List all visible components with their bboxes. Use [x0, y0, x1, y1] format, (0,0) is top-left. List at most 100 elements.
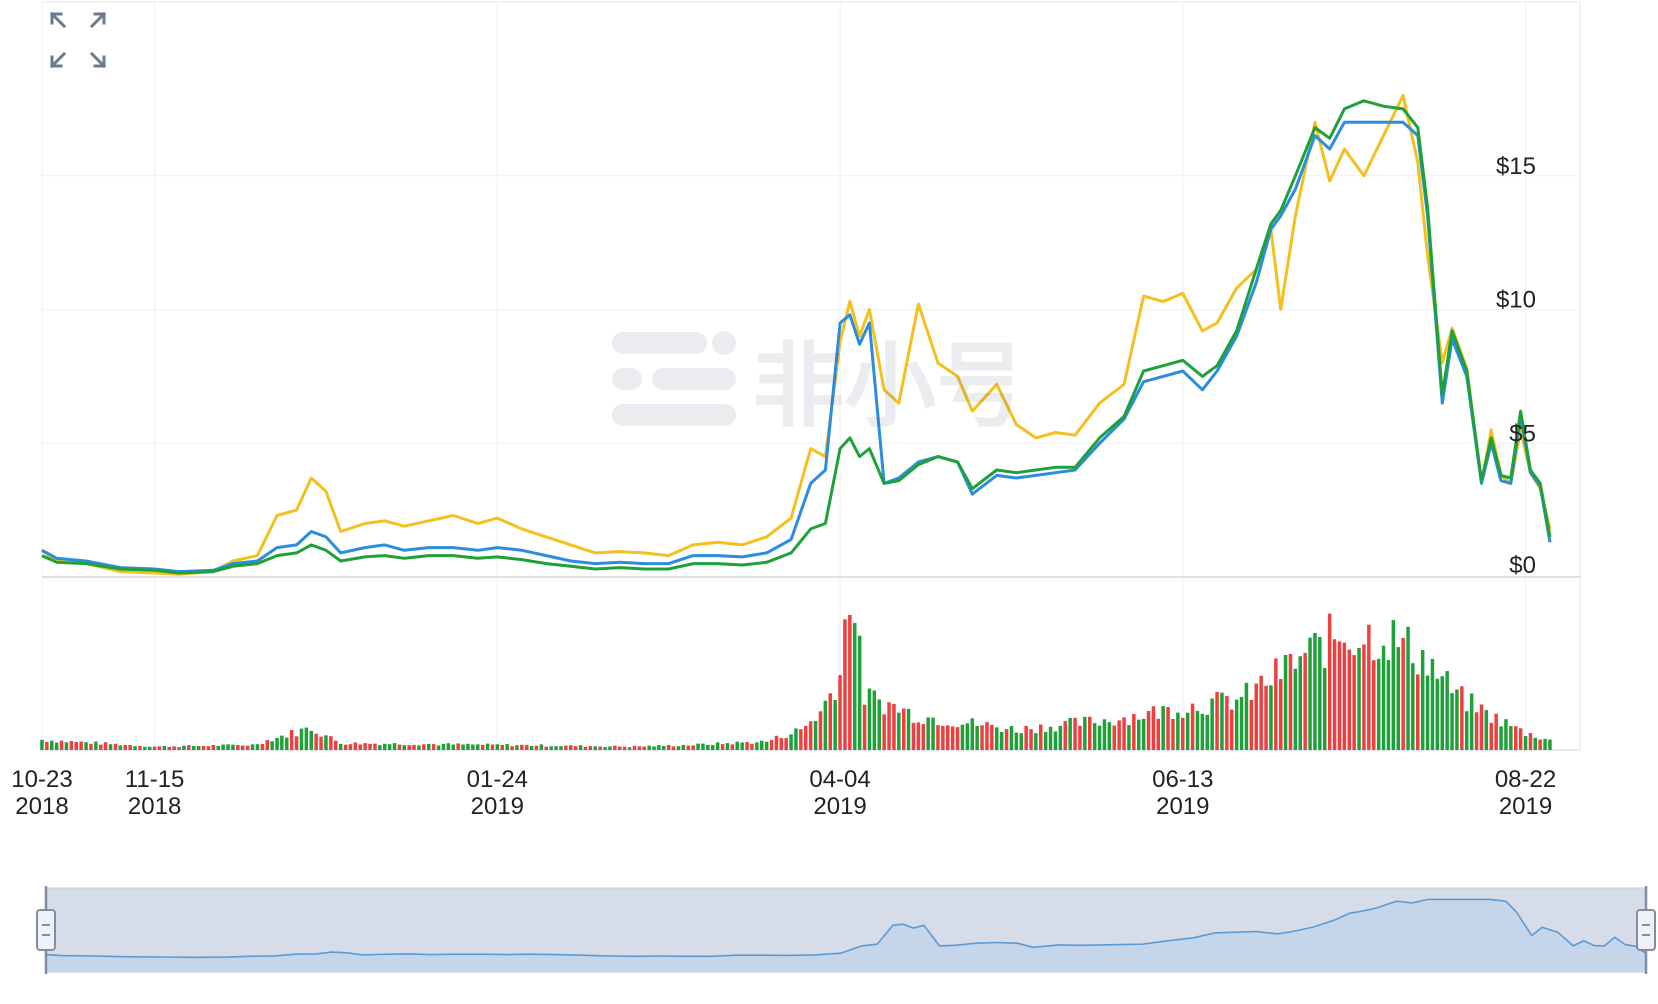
volume-bar	[1122, 717, 1126, 750]
volume-bar	[1019, 733, 1023, 750]
volume-bar	[128, 745, 132, 750]
volume-bar	[1048, 726, 1053, 750]
volume-bar	[578, 745, 583, 750]
volume-bar	[652, 746, 656, 750]
volume-bar	[686, 745, 690, 750]
volume-bar	[196, 746, 201, 750]
volume-bar	[1034, 733, 1038, 750]
volume-bar	[1249, 700, 1254, 750]
volume-bar	[1254, 683, 1258, 750]
volume-bar	[368, 743, 372, 750]
volume-bar	[838, 675, 842, 750]
volume-bar	[1479, 704, 1484, 750]
volume-bar	[666, 744, 671, 750]
volume-bar	[1303, 652, 1307, 750]
volume-bar	[1357, 648, 1361, 750]
range-navigator[interactable]	[36, 886, 1656, 974]
volume-bar	[662, 745, 666, 750]
navigator-handle-right[interactable]	[1636, 909, 1656, 951]
volume-bar	[216, 746, 220, 750]
volume-bar	[138, 746, 142, 750]
volume-bar	[1146, 711, 1151, 750]
volume-bar	[294, 736, 299, 750]
volume-bar	[1455, 689, 1459, 750]
volume-bar	[505, 744, 509, 750]
volume-bar	[853, 623, 857, 750]
volume-bar	[378, 745, 382, 750]
volume-bar	[500, 745, 504, 750]
volume-bar	[833, 700, 837, 750]
volume-bar	[647, 745, 651, 750]
volume-bar	[446, 743, 451, 750]
volume-bar	[931, 717, 935, 750]
volume-bar	[1185, 712, 1190, 750]
volume-bar	[848, 615, 852, 750]
navigator-handle-left[interactable]	[36, 909, 56, 951]
x-tick-year: 2019	[813, 793, 866, 820]
volume-bar	[275, 737, 279, 750]
volume-bar	[750, 743, 754, 750]
volume-bar	[676, 746, 681, 750]
x-tick-label: 06-13	[1152, 766, 1213, 793]
volume-bar	[916, 722, 921, 750]
volume-bar	[285, 737, 289, 750]
volume-bar	[157, 746, 162, 750]
volume-bar	[1342, 642, 1347, 750]
volume-bar	[1499, 726, 1503, 750]
volume-bar	[1509, 726, 1513, 750]
volume-bar	[1088, 716, 1092, 750]
volume-bar	[1489, 722, 1493, 750]
volume-bar	[495, 744, 500, 750]
volume-bar	[1298, 656, 1302, 750]
volume-bar	[897, 712, 901, 750]
volume-bar	[451, 744, 455, 750]
volume-bar	[1420, 650, 1425, 750]
volume-bar	[573, 746, 578, 750]
volume-bar	[1440, 676, 1444, 750]
volume-bar	[1376, 658, 1381, 750]
volume-bar	[343, 744, 348, 750]
volume-bar	[1200, 713, 1205, 750]
volume-bar	[1166, 707, 1170, 750]
volume-bar	[431, 744, 436, 750]
volume-bar	[304, 727, 309, 750]
volume-bar	[329, 736, 333, 750]
volume-bar	[89, 743, 93, 750]
volume-bar	[867, 688, 872, 750]
volume-bar	[1127, 725, 1131, 750]
expand-icon	[49, 11, 107, 69]
volume-bar	[1092, 723, 1097, 750]
x-tick-year: 2019	[1499, 793, 1552, 820]
volume-bar	[1313, 632, 1317, 750]
volume-bar	[906, 708, 911, 750]
volume-bar	[1181, 717, 1185, 750]
volume-bar	[466, 743, 470, 750]
volume-bar	[1425, 675, 1430, 750]
volume-bar	[534, 745, 539, 750]
volume-bar	[1195, 710, 1200, 750]
volume-bar	[54, 742, 59, 750]
volume-bar	[1161, 706, 1165, 750]
volume-bar	[1239, 696, 1244, 750]
volume-bar	[882, 714, 886, 750]
volume-bar	[1460, 686, 1464, 750]
volume-bar	[887, 702, 891, 750]
volume-bar	[608, 746, 612, 750]
volume-bar	[485, 743, 490, 750]
volume-bar	[172, 746, 176, 750]
volume-bar	[554, 746, 558, 750]
volume-bar	[808, 721, 813, 750]
volume-bar	[289, 730, 294, 750]
volume-bar	[569, 745, 573, 750]
expand-button[interactable]	[48, 10, 108, 70]
volume-bar	[74, 741, 78, 750]
volume-bar	[1068, 717, 1072, 750]
volume-bar	[529, 746, 534, 750]
volume-bar	[911, 722, 916, 750]
volume-bar	[40, 739, 44, 750]
volume-bar	[241, 745, 245, 750]
volume-bar	[1367, 624, 1371, 750]
volume-bar	[1171, 719, 1175, 750]
volume-bar	[1083, 716, 1087, 750]
